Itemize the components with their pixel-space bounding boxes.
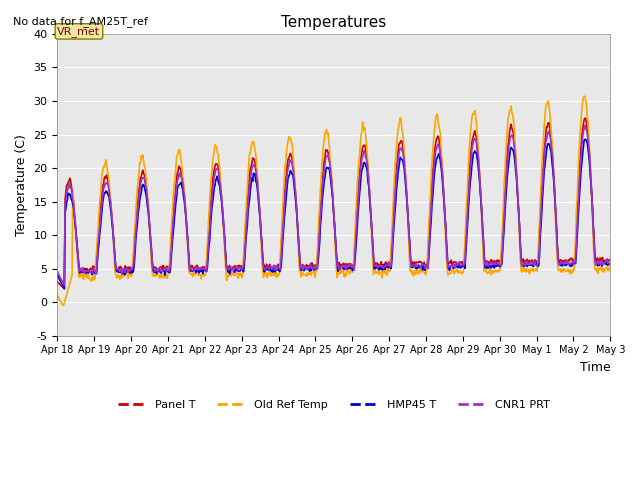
- Legend: Panel T, Old Ref Temp, HMP45 T, CNR1 PRT: Panel T, Old Ref Temp, HMP45 T, CNR1 PRT: [113, 396, 554, 414]
- Old Ref Temp: [54, 292, 61, 298]
- CNR1 PRT: [402, 177, 410, 183]
- Panel T: [607, 257, 614, 263]
- CNR1 PRT: [581, 122, 589, 128]
- Panel T: [418, 260, 426, 266]
- Old Ref Temp: [59, 302, 67, 308]
- Text: VR_met: VR_met: [58, 26, 100, 37]
- Line: CNR1 PRT: CNR1 PRT: [58, 125, 611, 285]
- Line: Panel T: Panel T: [58, 118, 611, 288]
- Panel T: [54, 279, 61, 285]
- Old Ref Temp: [607, 268, 614, 274]
- HMP45 T: [207, 225, 214, 230]
- HMP45 T: [607, 260, 614, 266]
- Panel T: [65, 179, 72, 185]
- HMP45 T: [121, 271, 129, 277]
- CNR1 PRT: [61, 282, 68, 288]
- HMP45 T: [177, 180, 185, 185]
- CNR1 PRT: [121, 270, 129, 276]
- X-axis label: Time: Time: [579, 361, 611, 374]
- Panel T: [177, 168, 185, 174]
- Panel T: [402, 177, 410, 183]
- HMP45 T: [581, 136, 589, 142]
- CNR1 PRT: [54, 269, 61, 275]
- CNR1 PRT: [65, 185, 72, 191]
- CNR1 PRT: [418, 261, 426, 267]
- HMP45 T: [418, 263, 426, 268]
- Panel T: [207, 206, 214, 212]
- HMP45 T: [65, 190, 72, 196]
- HMP45 T: [61, 286, 68, 291]
- HMP45 T: [402, 184, 410, 190]
- Panel T: [61, 286, 68, 291]
- CNR1 PRT: [177, 174, 185, 180]
- Panel T: [582, 115, 589, 121]
- HMP45 T: [54, 273, 61, 278]
- CNR1 PRT: [607, 261, 614, 266]
- Y-axis label: Temperature (C): Temperature (C): [15, 134, 28, 236]
- Old Ref Temp: [581, 93, 589, 99]
- Text: No data for f_AM25T_ref: No data for f_AM25T_ref: [13, 16, 148, 27]
- Old Ref Temp: [418, 267, 426, 273]
- Line: HMP45 T: HMP45 T: [58, 139, 611, 288]
- Panel T: [121, 263, 129, 269]
- CNR1 PRT: [207, 215, 214, 221]
- Line: Old Ref Temp: Old Ref Temp: [58, 96, 611, 305]
- Old Ref Temp: [177, 158, 185, 164]
- Old Ref Temp: [121, 273, 129, 278]
- Old Ref Temp: [65, 286, 72, 292]
- Old Ref Temp: [207, 186, 214, 192]
- Title: Temperatures: Temperatures: [281, 15, 387, 30]
- Old Ref Temp: [402, 177, 410, 182]
